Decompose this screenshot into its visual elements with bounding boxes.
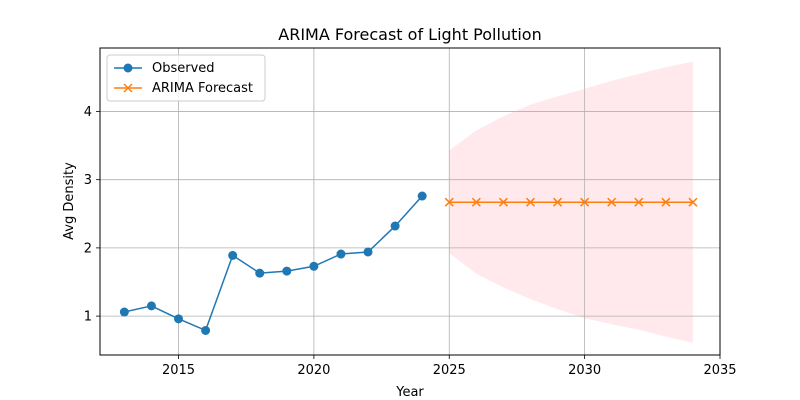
x-tick-label: 2020 — [297, 363, 330, 378]
legend-forecast-label: ARIMA Forecast — [152, 81, 253, 96]
y-tick-label: 1 — [84, 310, 92, 325]
observed-point — [255, 268, 265, 278]
forecast-point — [661, 197, 671, 207]
observed-point — [417, 191, 427, 201]
observed-point — [309, 261, 319, 271]
x-axis-label: Year — [395, 385, 424, 400]
observed-point — [336, 249, 346, 259]
legend-box — [106, 54, 266, 102]
grid-layer — [100, 48, 721, 355]
forecast-point — [444, 197, 454, 207]
y-axis-label: Avg Density — [62, 162, 77, 240]
observed-point — [390, 221, 400, 231]
legend-observed-marker — [123, 63, 133, 73]
forecast-point — [580, 197, 590, 207]
plot-area-frame — [99, 47, 721, 356]
observed-point — [363, 247, 373, 257]
observed-point — [174, 314, 184, 324]
legend-forecast-marker — [123, 83, 133, 93]
observed-point — [201, 325, 211, 335]
observed-point — [146, 301, 156, 311]
x-tick-label: 2035 — [703, 363, 736, 378]
forecast-point — [688, 197, 698, 207]
legend-observed-label: Observed — [152, 61, 215, 76]
series-line-observed — [124, 195, 423, 332]
forecast-point — [471, 197, 481, 207]
observed-point — [228, 250, 238, 260]
x-tick-label: 2025 — [433, 363, 466, 378]
observed-point — [282, 266, 292, 276]
x-tick-label: 2015 — [162, 363, 195, 378]
y-tick-label: 2 — [84, 241, 92, 256]
forecast-point — [553, 197, 563, 207]
chart-title: ARIMA Forecast of Light Pollution — [278, 25, 541, 44]
x-tick-label: 2030 — [568, 363, 601, 378]
forecast-point — [525, 197, 536, 207]
legend: Observed ARIMA Forecast — [106, 54, 266, 102]
tick-layer: 2015 2020 2025 2030 2035 1 2 3 4 — [84, 105, 737, 378]
forecast-point — [634, 197, 644, 207]
y-tick-label: 3 — [84, 173, 92, 188]
series-layer — [119, 191, 698, 335]
forecast-point — [607, 197, 617, 207]
y-tick-label: 4 — [84, 105, 92, 120]
observed-point — [119, 307, 129, 317]
forecast-point — [498, 197, 508, 207]
